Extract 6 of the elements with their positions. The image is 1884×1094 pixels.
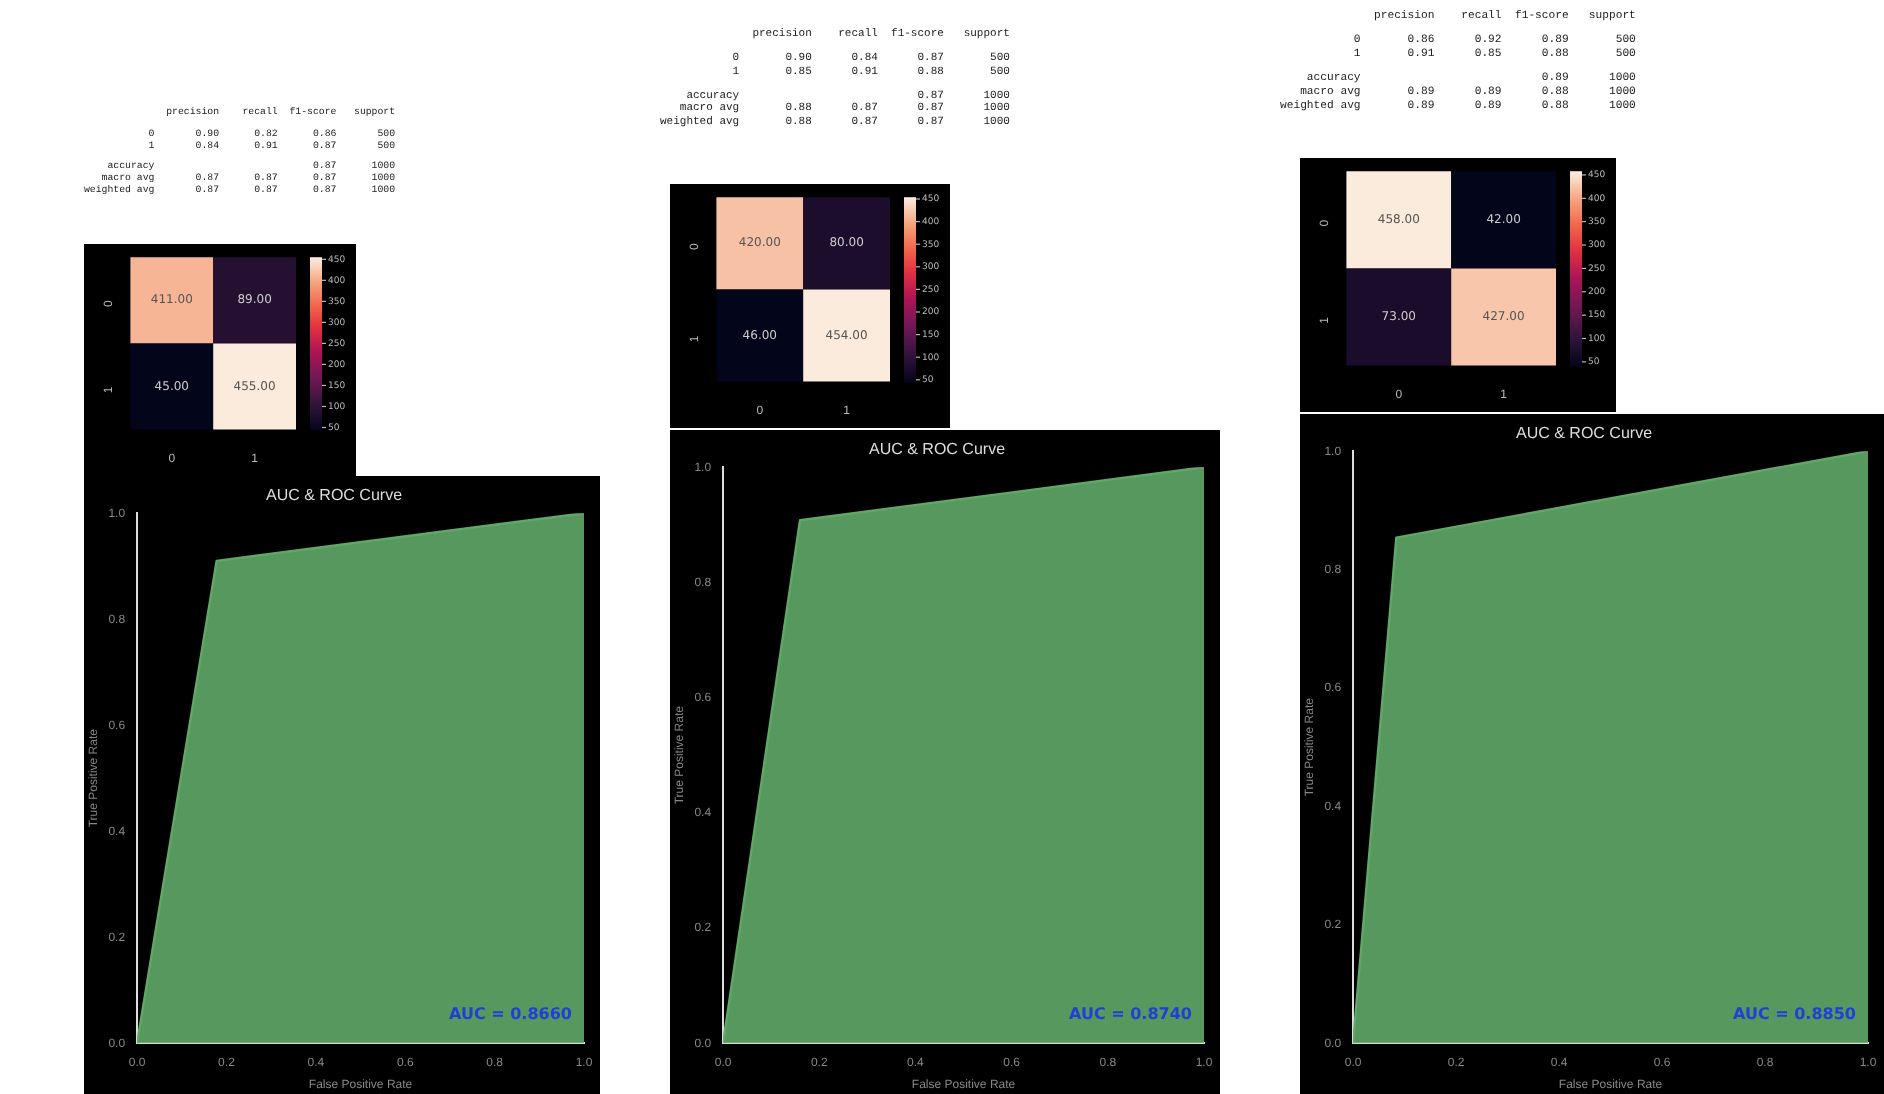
chart-title: AUC & ROC Curve — [265, 486, 404, 505]
annotation: AUC = 0.8660 — [449, 1005, 573, 1024]
chart-title: AUC & ROC Curve — [868, 440, 1007, 459]
chart-title: AUC & ROC Curve — [1515, 424, 1654, 443]
annotation: AUC = 0.8850 — [1733, 1005, 1857, 1024]
annotation: AUC = 0.8740 — [1069, 1005, 1193, 1024]
